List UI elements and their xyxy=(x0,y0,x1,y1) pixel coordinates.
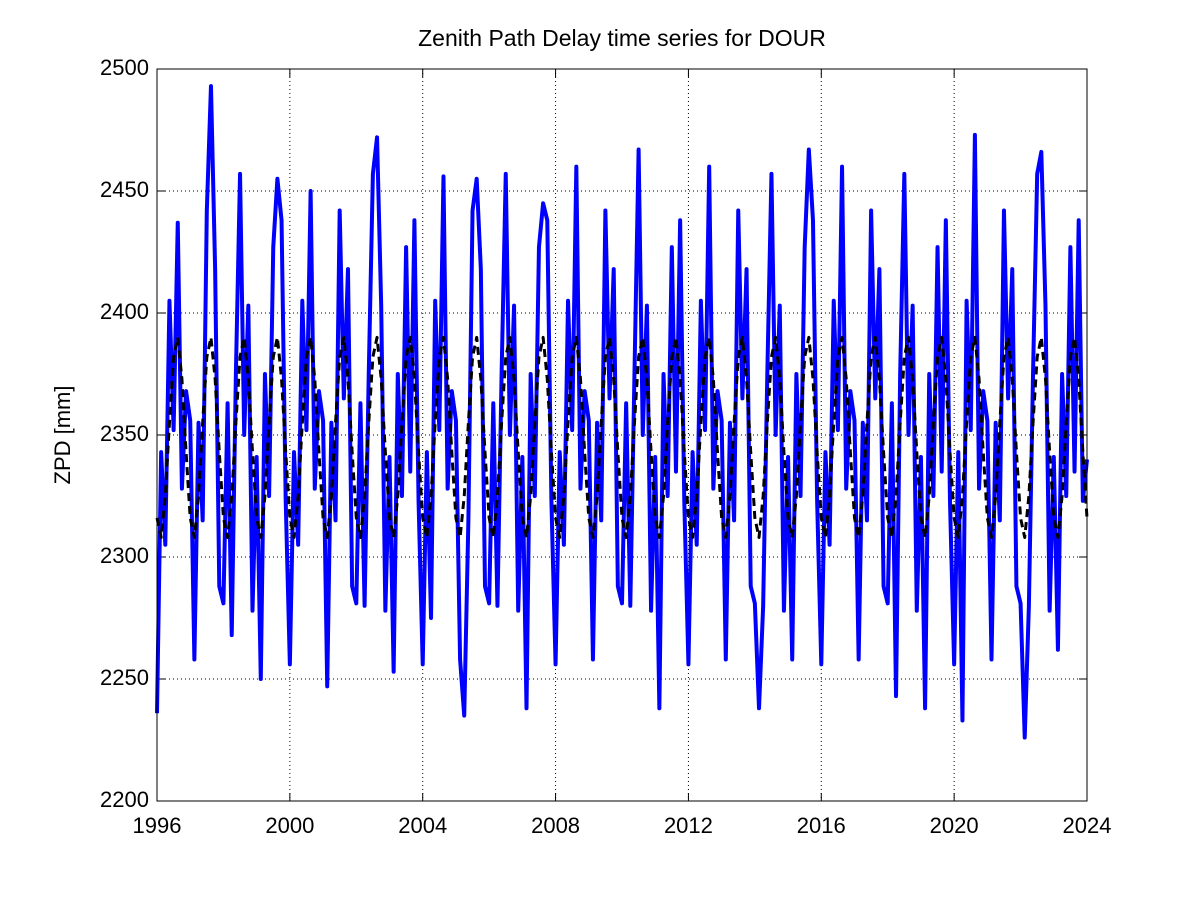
y-tick-label: 2350 xyxy=(100,421,149,446)
x-tick-label: 2008 xyxy=(531,813,580,838)
x-tick-label: 2012 xyxy=(664,813,713,838)
x-tick-label: 2024 xyxy=(1063,813,1112,838)
y-tick-label: 2450 xyxy=(100,177,149,202)
y-tick-label: 2500 xyxy=(100,55,149,80)
chart-title: Zenith Path Delay time series for DOUR xyxy=(418,25,826,51)
x-tick-label: 2016 xyxy=(797,813,846,838)
x-tick-label: 1996 xyxy=(133,813,182,838)
y-tick-label: 2400 xyxy=(100,299,149,324)
y-axis-label: ZPD [mm] xyxy=(50,386,75,485)
axes-box xyxy=(156,68,1088,802)
y-tick-label: 2300 xyxy=(100,543,149,568)
x-tick-label: 2000 xyxy=(265,813,314,838)
x-tick-label: 2004 xyxy=(398,813,447,838)
y-tick-label: 2250 xyxy=(100,665,149,690)
x-tick-label: 2020 xyxy=(930,813,979,838)
y-tick-label: 2200 xyxy=(100,787,149,812)
